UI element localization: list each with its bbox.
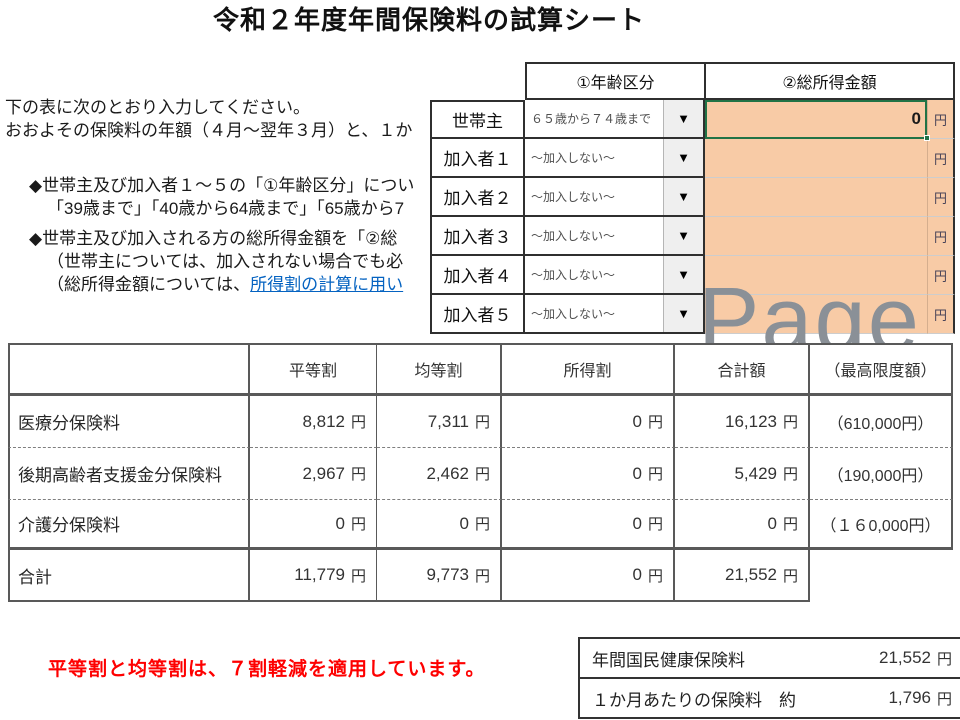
row-label-member2: 加入者２ xyxy=(430,178,525,217)
result-header-empty xyxy=(8,343,250,396)
result-cell: 2,462 円 xyxy=(377,448,502,500)
result-cell: 16,123 円 xyxy=(675,396,810,448)
result-cell: 2,967 円 xyxy=(250,448,377,500)
summary-table: 年間国民健康保険料 21,552 円 １か月あたりの保険料 約 1,796 円 xyxy=(578,637,960,719)
selection-fill-handle[interactable] xyxy=(924,135,930,141)
result-empty-corner xyxy=(810,550,953,602)
row-label-member1: 加入者１ xyxy=(430,139,525,178)
age-dropdown-member4[interactable]: ～加入しない～ ▼ xyxy=(525,256,705,295)
age-category-header: ①年齢区分 xyxy=(525,62,705,100)
result-cell: 7,311 円 xyxy=(377,396,502,448)
result-limit-cell: （190,000円） xyxy=(810,448,953,500)
caret-down-icon: ▼ xyxy=(677,306,690,321)
yen-unit: 円 xyxy=(927,217,955,256)
dropdown-arrow-button[interactable]: ▼ xyxy=(663,256,703,293)
row-label-member3: 加入者３ xyxy=(430,217,525,256)
result-cell: 21,552 円 xyxy=(675,550,810,602)
reduction-note: 平等割と均等割は、７割軽減を適用しています。 xyxy=(48,659,486,680)
dropdown-arrow-button[interactable]: ▼ xyxy=(663,139,703,176)
age-dropdown-value[interactable]: ～加入しない～ xyxy=(531,229,616,243)
age-dropdown-value[interactable]: ～加入しない～ xyxy=(531,307,616,321)
dropdown-arrow-button[interactable]: ▼ xyxy=(663,295,703,332)
result-cell: 5,429 円 xyxy=(675,448,810,500)
row-label-member5: 加入者５ xyxy=(430,295,525,334)
income-input-member1[interactable] xyxy=(705,139,927,178)
result-header-limit: （最高限度額） xyxy=(810,343,953,396)
dropdown-arrow-button[interactable]: ▼ xyxy=(663,100,703,137)
result-header-goukei: 合計額 xyxy=(675,343,810,396)
result-row-label: 医療分保険料 xyxy=(8,396,250,448)
income-calculation-link[interactable]: 所得割の計算に用い xyxy=(250,275,404,294)
age-dropdown-householder[interactable]: ６５歳から７４歳まで ▼ xyxy=(525,100,705,139)
bullet1-line-2: 「39歳まで」「40歳から64歳まで」「65歳から7 xyxy=(47,199,405,218)
result-row-label: 合計 xyxy=(8,550,250,602)
yen-unit: 円 xyxy=(927,178,955,217)
income-input-householder[interactable]: 0 xyxy=(705,100,930,141)
income-input-member4[interactable] xyxy=(705,256,927,295)
summary-row-annual: 年間国民健康保険料 21,552 円 xyxy=(580,639,960,679)
intro-line-1: 下の表に次のとおり入力してください。 xyxy=(5,98,310,117)
intro-line-2: おおよその保険料の年額（４月～翌年３月）と、１か xyxy=(5,121,413,140)
bullet2-line-3-prefix: （総所得金額については、 xyxy=(47,275,251,294)
result-row-label: 後期高齢者支援金分保険料 xyxy=(8,448,250,500)
result-table: 平等割 均等割 所得割 合計額 （最高限度額） 医療分保険料 8,812 円 7,… xyxy=(8,343,953,602)
caret-down-icon: ▼ xyxy=(677,111,690,126)
yen-unit: 円 xyxy=(927,139,955,178)
summary-value: 1,796 xyxy=(888,688,931,707)
input-table: ①年齢区分 ②総所得金額 世帯主 ６５歳から７４歳まで ▼ 0 円 加入者１ ～… xyxy=(430,62,955,334)
age-dropdown-member3[interactable]: ～加入しない～ ▼ xyxy=(525,217,705,256)
total-income-header: ②総所得金額 xyxy=(705,62,955,100)
result-header-kintou: 均等割 xyxy=(377,343,502,396)
row-label-householder: 世帯主 xyxy=(430,100,525,139)
bullet2-line-3: （総所得金額については、所得割の計算に用い xyxy=(47,270,403,295)
age-dropdown-value[interactable]: ～加入しない～ xyxy=(531,151,616,165)
income-input-member2[interactable] xyxy=(705,178,927,217)
yen-unit: 円 xyxy=(927,100,955,139)
yen-unit: 円 xyxy=(927,295,955,334)
age-dropdown-value[interactable]: ～加入しない～ xyxy=(531,268,616,282)
result-cell: 11,779 円 xyxy=(250,550,377,602)
income-input-member3[interactable] xyxy=(705,217,927,256)
result-limit-cell: （１６0,000円） xyxy=(810,500,953,550)
result-cell: 9,773 円 xyxy=(377,550,502,602)
input-table-corner-spacer xyxy=(430,62,525,100)
summary-label: １か月あたりの保険料 約 xyxy=(592,690,796,710)
summary-label: 年間国民健康保険料 xyxy=(592,650,745,670)
age-dropdown-member2[interactable]: ～加入しない～ ▼ xyxy=(525,178,705,217)
yen-unit: 円 xyxy=(936,650,952,668)
bullet2-line-2: （世帯主については、加入されない場合でも必 xyxy=(47,252,404,271)
yen-unit: 円 xyxy=(936,690,952,708)
result-header-byoudou: 平等割 xyxy=(250,343,377,396)
page-title: 令和２年度年間保険料の試算シート xyxy=(212,5,645,35)
summary-value: 21,552 xyxy=(878,648,931,667)
age-dropdown-value[interactable]: ～加入しない～ xyxy=(531,190,616,204)
yen-unit: 円 xyxy=(927,256,955,295)
row-label-member4: 加入者４ xyxy=(430,256,525,295)
age-dropdown-member1[interactable]: ～加入しない～ ▼ xyxy=(525,139,705,178)
age-dropdown-member5[interactable]: ～加入しない～ ▼ xyxy=(525,295,705,334)
result-cell: 8,812 円 xyxy=(250,396,377,448)
income-input-member5[interactable] xyxy=(705,295,927,334)
caret-down-icon: ▼ xyxy=(677,267,690,282)
dropdown-arrow-button[interactable]: ▼ xyxy=(663,178,703,215)
dropdown-arrow-button[interactable]: ▼ xyxy=(663,217,703,254)
summary-row-monthly: １か月あたりの保険料 約 1,796 円 xyxy=(580,679,960,717)
result-limit-cell: （610,000円） xyxy=(810,396,953,448)
bullet2-line-1: ◆世帯主及び加入される方の総所得金額を「②総 xyxy=(29,229,398,248)
caret-down-icon: ▼ xyxy=(677,150,690,165)
caret-down-icon: ▼ xyxy=(677,228,690,243)
result-header-shotoku: 所得割 xyxy=(502,343,675,396)
result-row-label: 介護分保険料 xyxy=(8,500,250,550)
bullet1-line-1: ◆世帯主及び加入者１～５の「①年齢区分」につい xyxy=(29,176,415,195)
caret-down-icon: ▼ xyxy=(677,189,690,204)
age-dropdown-value[interactable]: ６５歳から７４歳まで xyxy=(531,112,652,126)
